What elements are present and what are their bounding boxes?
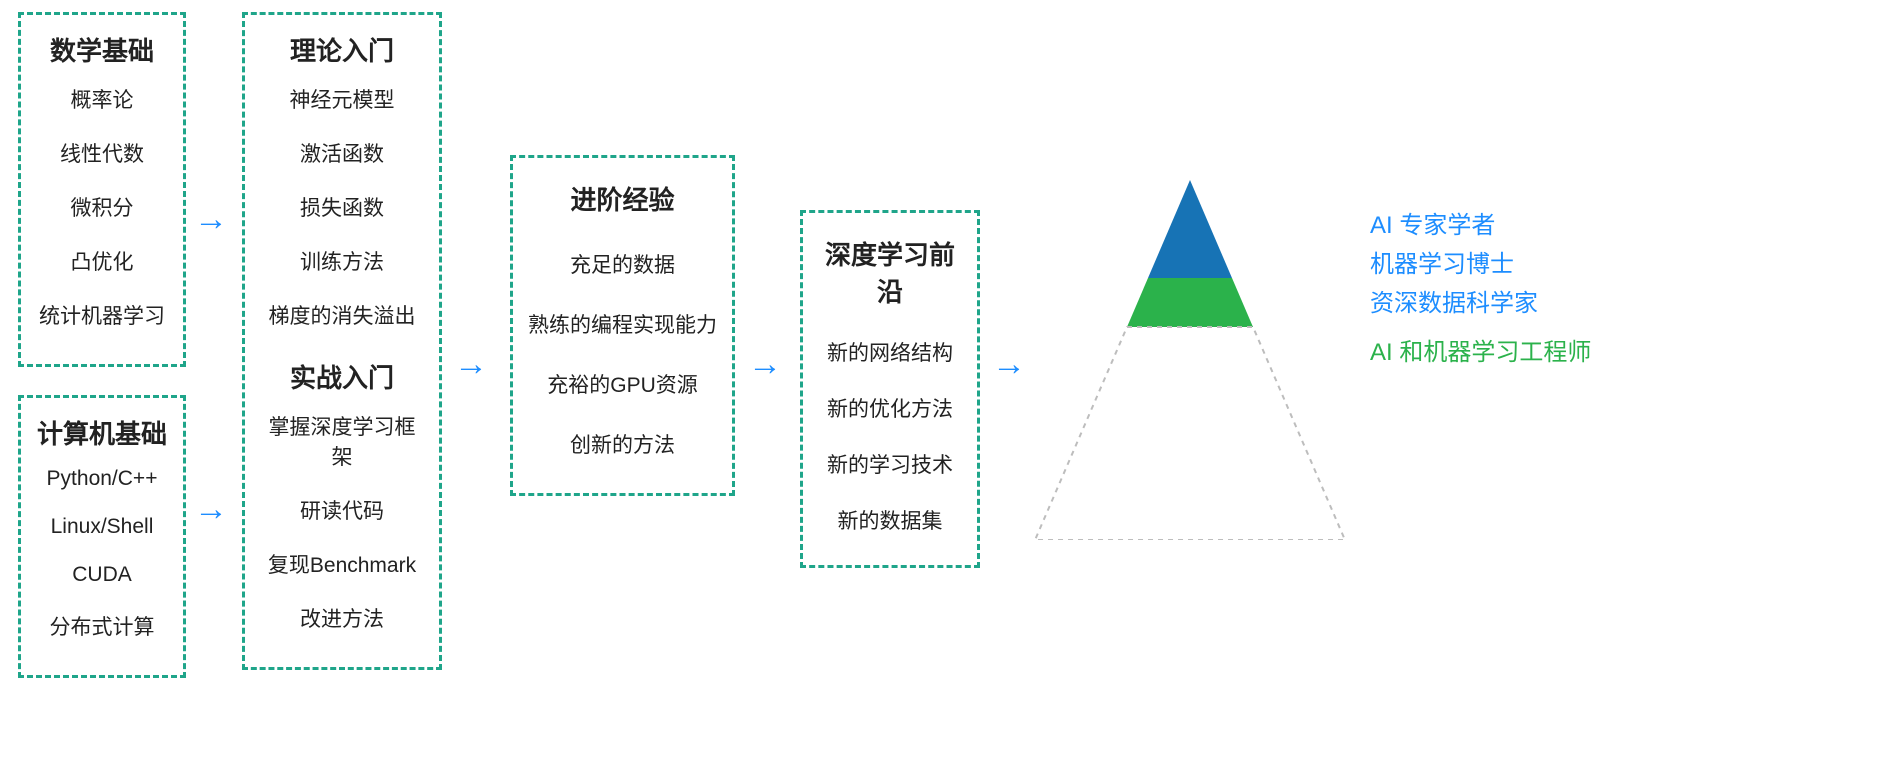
- section-title-practice: 实战入门: [259, 358, 425, 395]
- box-frontier: 深度学习前沿 新的网络结构新的优化方法新的学习技术新的数据集: [800, 210, 980, 568]
- list-item: 充足的数据: [527, 249, 718, 279]
- list-item: 神经元模型: [259, 84, 425, 114]
- list-item: 微积分: [35, 192, 169, 222]
- list-item: 新的网络结构: [817, 337, 963, 367]
- list-item: 充裕的GPU资源: [527, 369, 718, 399]
- list-item: 凸优化: [35, 246, 169, 276]
- list-item: CUDA: [35, 563, 169, 587]
- list-item: 概率论: [35, 84, 169, 114]
- role-label-top: AI 专家学者: [1370, 205, 1591, 240]
- list-item: 复现Benchmark: [259, 549, 425, 579]
- list-item: 掌握深度学习框架: [259, 411, 425, 471]
- list-item: 线性代数: [35, 138, 169, 168]
- list-item: 分布式计算: [35, 611, 169, 641]
- box-math-foundation: 数学基础 概率论线性代数微积分凸优化统计机器学习: [18, 12, 186, 367]
- arrow-icon: →: [748, 345, 782, 384]
- pyramid-tier-mid: [1127, 278, 1253, 327]
- box-title: 计算机基础: [35, 414, 169, 451]
- role-label-top: 机器学习博士: [1370, 244, 1591, 279]
- list-item: 创新的方法: [527, 429, 718, 459]
- stage-intro: 理论入门 神经元模型激活函数损失函数训练方法梯度的消失溢出 实战入门 掌握深度学…: [242, 12, 442, 670]
- list-item: 激活函数: [259, 138, 425, 168]
- box-advanced: 进阶经验 充足的数据熟练的编程实现能力充裕的GPU资源创新的方法: [510, 155, 735, 496]
- pyramid-tier-top: [1148, 180, 1232, 278]
- arrow-icon: →: [194, 200, 228, 239]
- pyramid-tier-bottom: [1035, 327, 1345, 540]
- list-item: 改进方法: [259, 603, 425, 633]
- box-cs-foundation: 计算机基础 Python/C++ Linux/Shell CUDA 分布式计算: [18, 395, 186, 678]
- arrow-icon: →: [454, 345, 488, 384]
- pyramid-roles: [1035, 180, 1345, 545]
- list-item: 统计机器学习: [35, 300, 169, 330]
- arrow-icon: →: [992, 345, 1026, 384]
- box-title: 数学基础: [35, 31, 169, 68]
- pyramid-labels: AI 专家学者机器学习博士资深数据科学家 AI 和机器学习工程师: [1370, 205, 1591, 371]
- box-title: 进阶经验: [527, 180, 718, 217]
- list-item: 训练方法: [259, 246, 425, 276]
- box-intro: 理论入门 神经元模型激活函数损失函数训练方法梯度的消失溢出 实战入门 掌握深度学…: [242, 12, 442, 670]
- list-item: 新的优化方法: [817, 393, 963, 423]
- stage-foundations: 数学基础 概率论线性代数微积分凸优化统计机器学习 计算机基础 Python/C+…: [18, 12, 186, 678]
- list-item: 损失函数: [259, 192, 425, 222]
- role-label-mid: AI 和机器学习工程师: [1370, 332, 1591, 367]
- stage-frontier: 深度学习前沿 新的网络结构新的优化方法新的学习技术新的数据集: [800, 210, 980, 568]
- arrow-icon: →: [194, 490, 228, 529]
- box-title: 深度学习前沿: [817, 235, 963, 309]
- role-label-top: 资深数据科学家: [1370, 283, 1591, 318]
- list-item: Linux/Shell: [35, 515, 169, 539]
- stage-advanced: 进阶经验 充足的数据熟练的编程实现能力充裕的GPU资源创新的方法: [510, 155, 735, 496]
- list-item: Python/C++: [35, 467, 169, 491]
- list-item: 新的数据集: [817, 505, 963, 535]
- section-title-theory: 理论入门: [259, 31, 425, 68]
- list-item: 熟练的编程实现能力: [527, 309, 718, 339]
- list-item: 新的学习技术: [817, 449, 963, 479]
- list-item: 梯度的消失溢出: [259, 300, 425, 330]
- list-item: 研读代码: [259, 495, 425, 525]
